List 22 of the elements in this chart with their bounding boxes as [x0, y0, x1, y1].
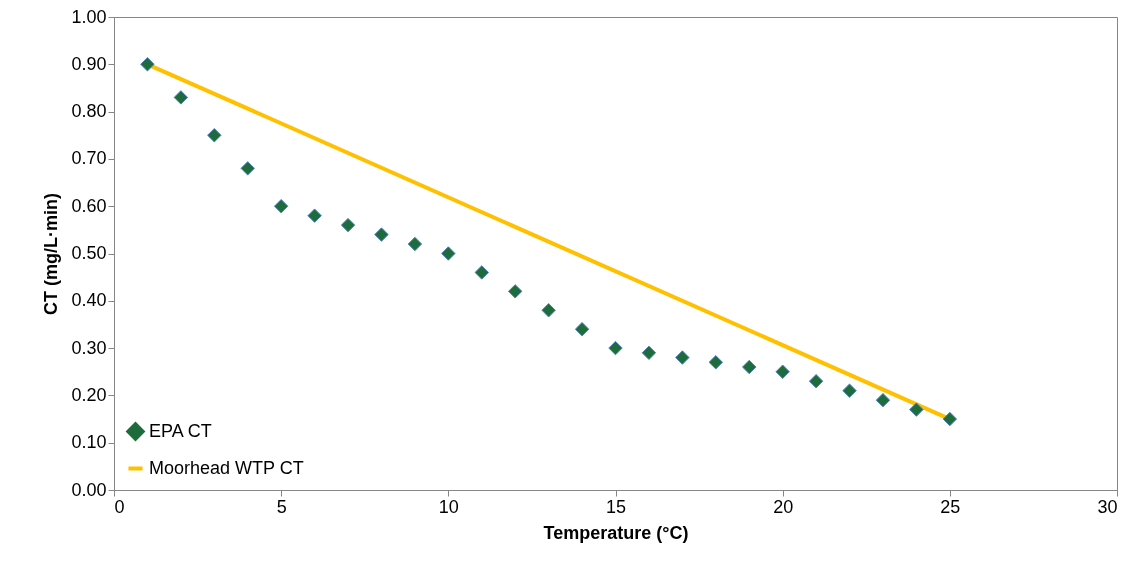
x-tick-label: 0 [114, 496, 125, 517]
x-tick-label: 15 [605, 496, 627, 517]
legend-label: Moorhead WTP CT [149, 457, 304, 478]
y-tick-label: 0.70 [71, 148, 107, 169]
y-tick-label: 0.80 [71, 101, 107, 122]
y-tick-label: 1.00 [71, 6, 107, 27]
x-tick-label: 25 [940, 496, 961, 517]
y-axis-title: CT (mg/L·min) [41, 193, 62, 315]
y-tick-label: 0.00 [71, 479, 107, 500]
y-tick-label: 0.40 [71, 290, 107, 311]
y-tick-label: 0.90 [71, 53, 107, 74]
y-tick-label: 0.50 [71, 243, 107, 263]
x-tick-label: 20 [773, 496, 794, 517]
x-tick-label: 10 [438, 496, 459, 517]
x-axis-title: Temperature (°C) [543, 522, 689, 543]
y-tick-label: 0.60 [71, 195, 107, 216]
y-tick-label: 0.30 [71, 337, 107, 358]
x-tick-label: 5 [276, 496, 287, 517]
legend-label: EPA CT [149, 420, 212, 441]
x-tick-label: 30 [1097, 496, 1118, 517]
y-tick-label: 0.20 [71, 384, 107, 405]
y-tick-label: 0.10 [71, 432, 107, 453]
